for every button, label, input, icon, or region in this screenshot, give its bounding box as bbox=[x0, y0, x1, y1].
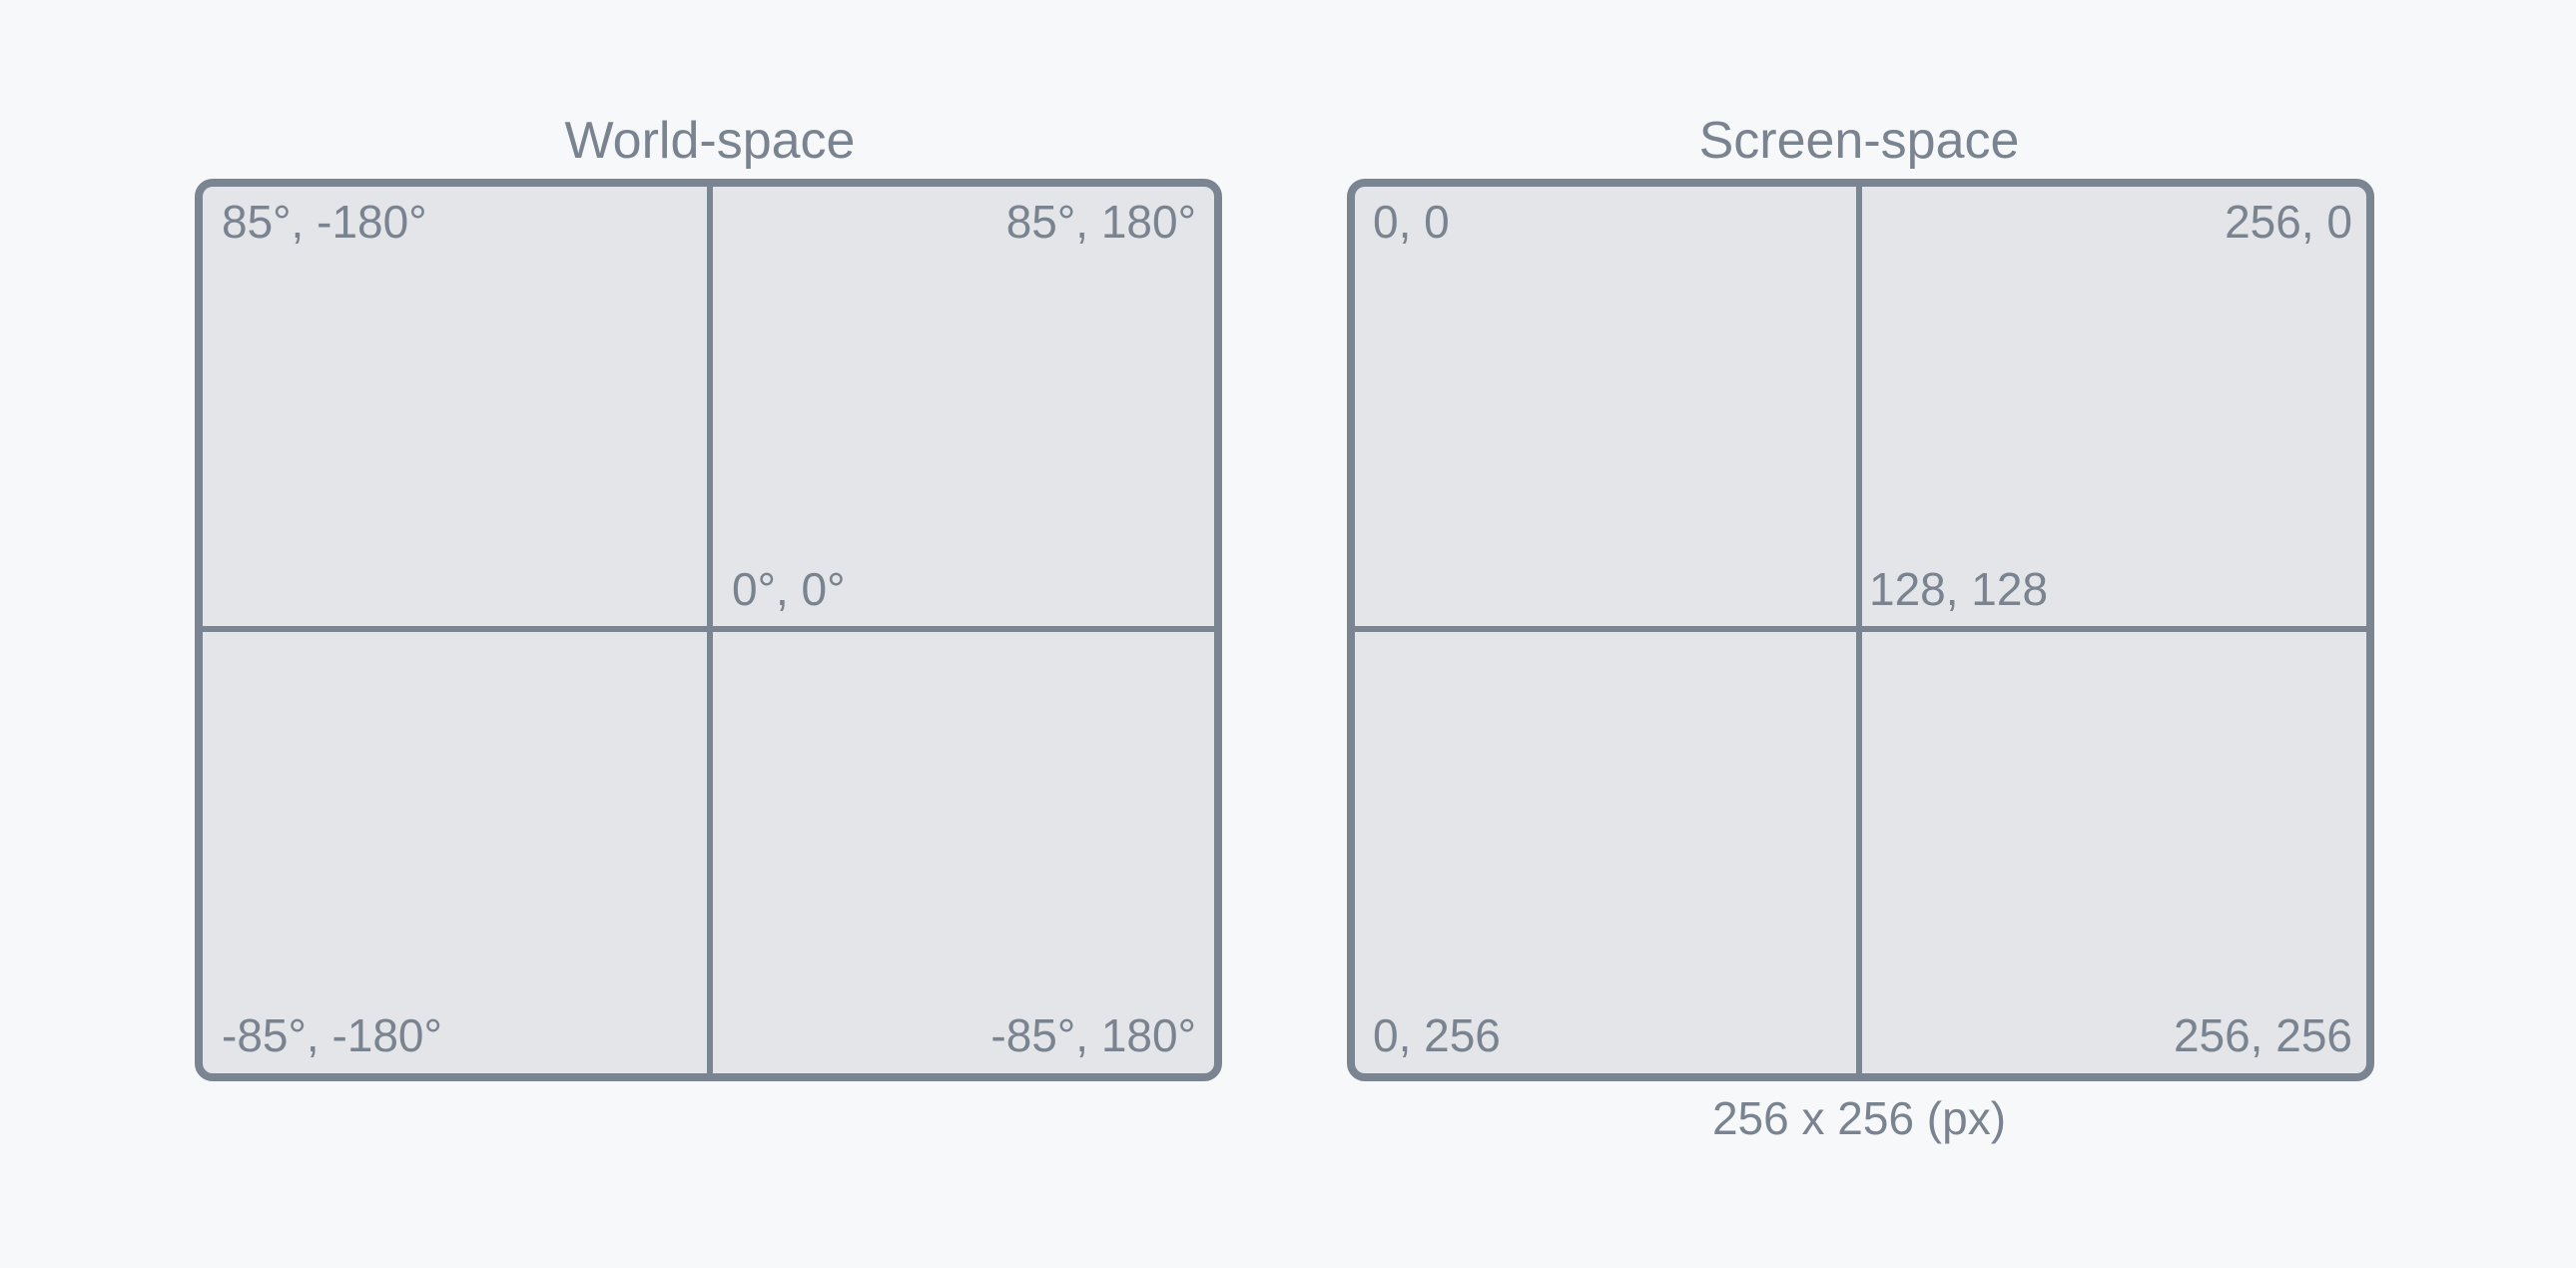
world-bottom-right-label: -85°, 180° bbox=[990, 1009, 1196, 1061]
screen-center-label: 128, 128 bbox=[1869, 563, 2048, 615]
screen-space-title: Screen-space bbox=[1699, 112, 2020, 170]
screen-size-caption: 256 x 256 (px) bbox=[1712, 1092, 2006, 1144]
world-top-left-label: 85°, -180° bbox=[222, 196, 427, 248]
world-bottom-left-label: -85°, -180° bbox=[222, 1009, 442, 1061]
screen-bottom-right-label: 256, 256 bbox=[2174, 1009, 2352, 1061]
world-space-panel: World-space 85°, -180° 85°, 180° 0°, 0° … bbox=[195, 112, 1222, 1081]
screen-space-panel: Screen-space 0, 0 256, 0 128, 128 0, 256… bbox=[1347, 112, 2374, 1144]
world-top-right-label: 85°, 180° bbox=[1006, 196, 1196, 248]
screen-top-right-label: 256, 0 bbox=[2225, 196, 2352, 248]
world-center-label: 0°, 0° bbox=[732, 563, 846, 615]
world-space-title: World-space bbox=[565, 112, 856, 170]
screen-bottom-left-label: 0, 256 bbox=[1373, 1009, 1501, 1061]
screen-top-left-label: 0, 0 bbox=[1373, 196, 1450, 248]
